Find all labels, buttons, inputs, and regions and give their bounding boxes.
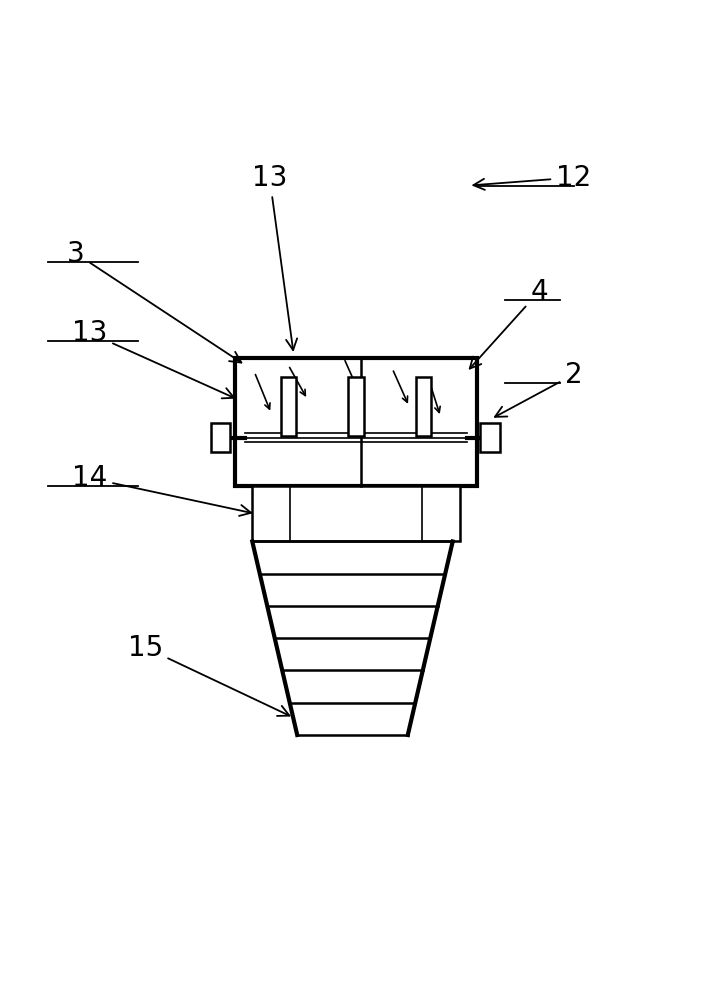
Bar <box>252 486 460 541</box>
Text: 2: 2 <box>495 361 582 417</box>
Bar <box>211 423 230 452</box>
Bar <box>348 377 364 436</box>
Text: 12: 12 <box>473 164 591 192</box>
Bar <box>416 377 431 436</box>
Text: 13: 13 <box>72 319 234 398</box>
Text: 14: 14 <box>72 464 251 516</box>
Text: 13: 13 <box>252 164 297 350</box>
Text: 4: 4 <box>470 278 548 369</box>
Text: 3: 3 <box>67 240 241 363</box>
Bar <box>480 423 500 452</box>
Bar <box>235 358 477 486</box>
Bar <box>281 377 296 436</box>
Text: 15: 15 <box>128 634 290 716</box>
